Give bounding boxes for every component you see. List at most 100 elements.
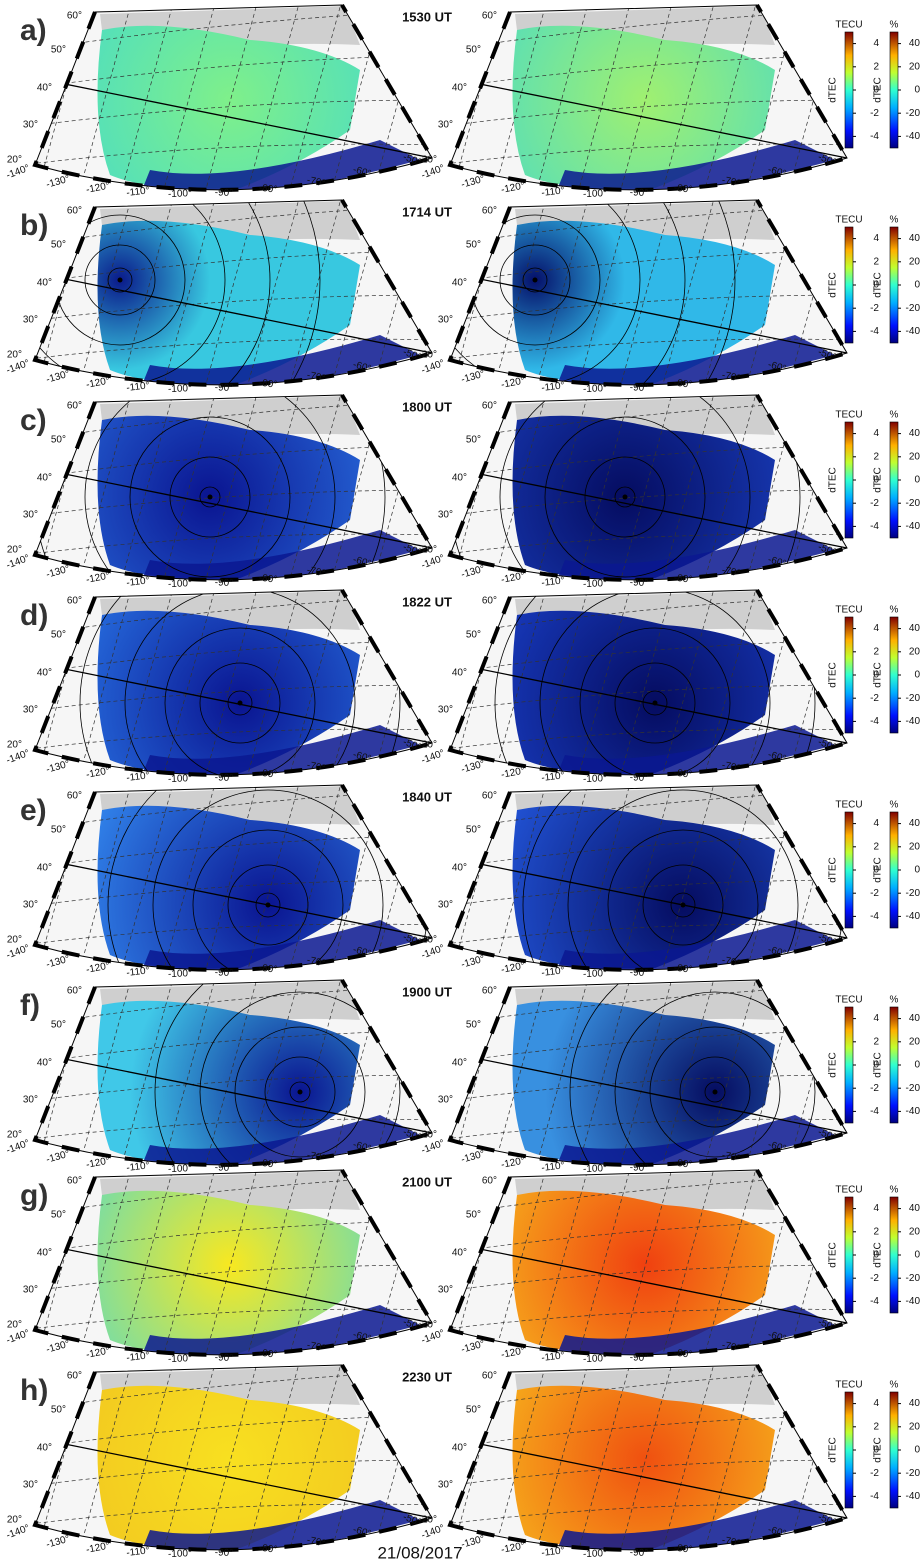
lon-label: -130°: [460, 174, 486, 191]
lon-label: -70°: [306, 370, 326, 384]
lat-label: 30°: [438, 705, 453, 716]
shadow-ring: [164, 627, 316, 775]
totality-path: [35, 1242, 432, 1324]
date: 21/08/2017: [377, 1543, 462, 1562]
colorbar-unit: %: [890, 1380, 899, 1391]
map: 20°30°40°50°60°-140°-130° -120° -110° -100°…: [420, 588, 851, 785]
tec-field: [97, 25, 360, 189]
map-frame-ticks: [32, 3, 436, 192]
shadow-ring: [107, 267, 133, 293]
shadow-ring: [544, 416, 706, 578]
colorbar-tick-label: 40: [909, 1398, 921, 1409]
colorbar-tick-label: 0: [873, 475, 879, 486]
lat-label: 60°: [482, 206, 497, 217]
totality-path: [35, 467, 432, 549]
parallel: [450, 338, 847, 360]
shadow-ring: [649, 1026, 781, 1158]
shadow-ring: [234, 1026, 366, 1158]
lon-label: -120°: [500, 765, 526, 780]
parallel: [450, 984, 847, 1026]
map-frame-ticks: [32, 1168, 436, 1357]
lon-label: -120°: [85, 960, 111, 975]
panel-time: 1900 UT: [402, 984, 452, 999]
map-content: [450, 200, 847, 385]
lat-label: 30°: [23, 315, 38, 326]
lon-label: -110°: [126, 575, 150, 589]
lat-label: 20°: [7, 1320, 22, 1331]
colorbar-tick-label: 2: [873, 1421, 879, 1432]
lon-label: -100°: [168, 1353, 192, 1365]
shadow-ring: [84, 395, 336, 580]
lon-label: -70°: [306, 175, 326, 189]
parallel: [35, 338, 432, 360]
totality-path: [450, 272, 847, 354]
lat-label: 50°: [51, 45, 66, 56]
lon-label: -80°: [673, 963, 693, 976]
lat-label: 30°: [23, 900, 38, 911]
lon-label: -80°: [673, 768, 693, 781]
colorbar-unit: %: [890, 215, 899, 226]
lon-label: -110°: [541, 1160, 565, 1174]
parallel: [450, 1414, 847, 1449]
lon-label: -100°: [583, 773, 607, 785]
lat-label: 30°: [23, 1095, 38, 1106]
lat-label: 20°: [7, 155, 22, 166]
parallel: [35, 1074, 432, 1102]
tec-south: [140, 725, 420, 775]
map-frame-ticks: [447, 198, 851, 387]
totality-path: [35, 272, 432, 354]
colorbar-unit: %: [890, 410, 899, 421]
colorbar-tick-label: 40: [909, 1203, 921, 1214]
lat-label: 40°: [452, 1443, 467, 1454]
map-frame-ticks: [447, 978, 851, 1167]
shadow-center: [237, 700, 243, 706]
colorbar-tick-label: -20: [906, 1083, 921, 1094]
map: 20°30°40°50°60°-140°-130° -120° -110° -100°…: [5, 198, 436, 395]
colorbar-gradient: [889, 1391, 899, 1509]
lat-label: 50°: [51, 1405, 66, 1416]
lon-label: -110°: [541, 1545, 565, 1559]
colorbar-tick-label: 40: [909, 233, 921, 244]
shadow-ring: [499, 244, 571, 316]
lon-label: -70°: [306, 1340, 326, 1354]
colorbar-tick-label: 2: [873, 256, 879, 267]
shadow-ring: [79, 590, 401, 775]
map-content: [35, 1170, 432, 1355]
parallel: [450, 1308, 847, 1330]
totality-path: [35, 1437, 432, 1519]
colorbar-tick-label: -20: [906, 1273, 921, 1284]
lon-label: -110°: [541, 770, 565, 784]
colorbar-tick-label: 40: [909, 818, 921, 829]
lon-label: -110°: [541, 965, 565, 979]
lon-label: -90°: [630, 772, 649, 784]
panel-time: 1530 UT: [402, 9, 452, 24]
parallel: [450, 54, 847, 89]
colorbar-tick-label: -2: [870, 498, 879, 509]
colorbar-tick-label: 4: [873, 1013, 879, 1024]
lon-label: -60°: [352, 1139, 373, 1155]
lat-label: 50°: [466, 1405, 481, 1416]
colorbar-title: dTEC: [873, 272, 884, 298]
lon-label: -90°: [630, 577, 649, 589]
parallel: [450, 834, 847, 869]
colorbar-title: dTEC: [828, 467, 839, 493]
parallel: [450, 399, 847, 441]
lat-label: 30°: [23, 510, 38, 521]
shadow-ring: [152, 789, 384, 970]
parallel: [35, 444, 432, 479]
panel-time: 2100 UT: [402, 1174, 452, 1189]
lat-label: 40°: [452, 863, 467, 874]
lon-label: -130°: [460, 1149, 486, 1166]
lat-label: 20°: [7, 545, 22, 556]
shadow-ring: [679, 1056, 751, 1128]
lat-label: 60°: [67, 401, 82, 412]
shadow-ring: [227, 690, 253, 716]
colorbar-tick-label: -20: [906, 303, 921, 314]
lon-label: -110°: [126, 1160, 150, 1174]
lon-label: -80°: [258, 1158, 278, 1171]
lat-label: 50°: [51, 240, 66, 251]
lon-label: -120°: [500, 1155, 526, 1170]
colorbar-tick-label: 0: [914, 85, 920, 96]
map-frame-ticks: [32, 198, 436, 387]
